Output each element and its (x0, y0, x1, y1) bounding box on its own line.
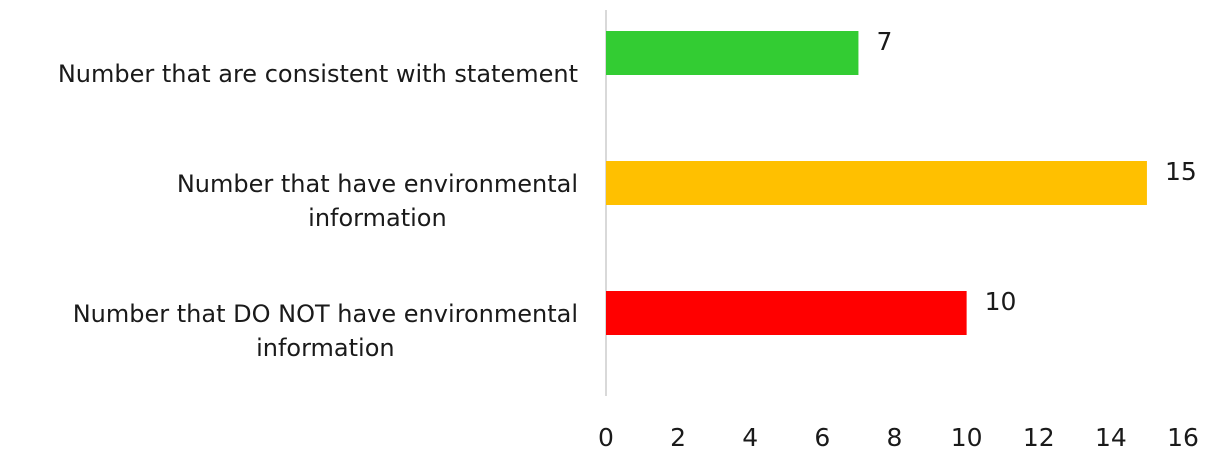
bar-3 (606, 291, 967, 335)
x-axis-ticks: 0 2 4 6 8 10 12 14 16 (598, 423, 1199, 452)
x-tick-label: 16 (1167, 423, 1199, 452)
category-label-2: Number that have environmental informatio… (177, 170, 578, 232)
category-label-line: information (256, 334, 395, 362)
x-tick-label: 14 (1095, 423, 1127, 452)
category-label-line: Number that DO NOT have environmental (73, 300, 578, 328)
data-label-3: 10 (985, 287, 1017, 316)
x-tick-label: 6 (814, 423, 830, 452)
x-tick-label: 8 (887, 423, 903, 452)
data-label-2: 15 (1165, 157, 1197, 186)
x-tick-label: 2 (670, 423, 686, 452)
x-tick-label: 4 (742, 423, 758, 452)
bars-group (606, 31, 1147, 335)
data-labels: 7 15 10 (876, 27, 1196, 316)
bar-1 (606, 31, 859, 75)
category-label-1: Number that are consistent with statemen… (58, 60, 578, 88)
category-label-3: Number that DO NOT have environmental inf… (73, 300, 578, 362)
bar-2 (606, 161, 1147, 205)
category-label-line: Number that have environmental (177, 170, 578, 198)
x-tick-label: 10 (951, 423, 983, 452)
category-labels: Number that are consistent with statemen… (58, 60, 578, 362)
category-label-line: Number that are consistent with statemen… (58, 60, 578, 88)
data-label-1: 7 (876, 27, 892, 56)
x-tick-label: 12 (1023, 423, 1055, 452)
category-label-line: information (308, 204, 447, 232)
x-tick-label: 0 (598, 423, 614, 452)
